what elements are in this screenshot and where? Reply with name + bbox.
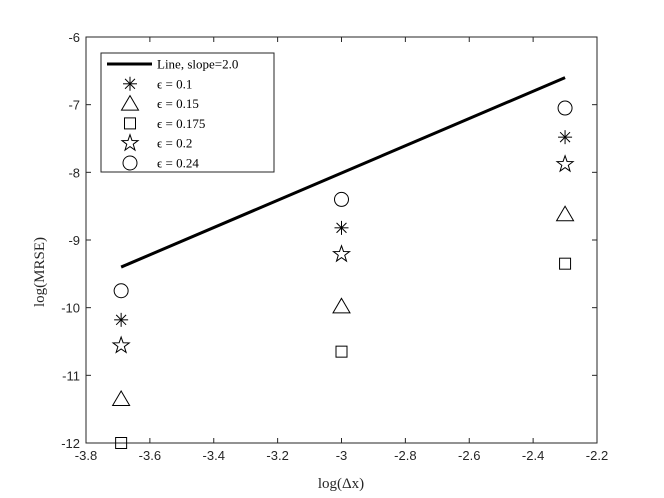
asterisk-marker-stroke xyxy=(124,78,136,90)
square-marker-shape xyxy=(559,257,572,270)
star-marker-shape xyxy=(111,335,131,354)
legend-label: ϵ = 0.15 xyxy=(157,96,199,111)
circle-marker-point xyxy=(113,283,129,299)
triangle-marker-point xyxy=(555,205,575,222)
square-marker-point xyxy=(559,257,572,270)
legend-item: ϵ = 0.1 xyxy=(123,76,192,91)
star-marker-shape xyxy=(120,133,140,152)
y-tick-label: -7 xyxy=(68,98,80,113)
legend-circle-swatch xyxy=(122,155,138,171)
y-tick-label: -9 xyxy=(68,233,80,248)
star-marker-point xyxy=(555,154,575,173)
x-tick-label: -2.4 xyxy=(522,448,544,463)
legend-triangle-swatch xyxy=(120,94,140,111)
star-marker-shape xyxy=(331,244,352,263)
circle-marker-shape xyxy=(122,155,138,171)
legend-square-swatch xyxy=(124,117,136,130)
triangle-marker-shape xyxy=(120,94,140,111)
legend-item: ϵ = 0.2 xyxy=(120,133,192,152)
legend-item: ϵ = 0.24 xyxy=(122,155,199,171)
x-tick-label: -3.8 xyxy=(75,448,97,463)
x-tick-label: -3 xyxy=(336,448,348,463)
square-marker-point xyxy=(115,437,128,449)
x-axis-label: log(Δx) xyxy=(318,476,364,492)
plot-area: -3.8 -3.6 -3.4 -3.2 -3 -2.8 -2.6 -2.4 -2.2 -12 -11… xyxy=(61,30,608,463)
x-tick-label: -2.8 xyxy=(394,448,416,463)
asterisk-marker-point xyxy=(114,312,129,327)
triangle-marker-shape xyxy=(555,205,575,222)
star-marker-point xyxy=(331,244,352,263)
square-marker-point xyxy=(335,345,348,358)
asterisk-marker-stroke xyxy=(559,131,571,143)
legend-star-swatch xyxy=(120,133,140,152)
square-marker-shape xyxy=(115,437,128,449)
x-tick-label: -3.2 xyxy=(266,448,288,463)
circle-marker-shape xyxy=(557,100,573,116)
x-tick-label: -3.6 xyxy=(139,448,161,463)
legend-box xyxy=(100,52,275,173)
square-marker-shape xyxy=(335,345,348,358)
legend-label: ϵ = 0.24 xyxy=(157,156,199,171)
asterisk-marker-point xyxy=(334,220,349,235)
circle-marker-shape xyxy=(334,191,349,207)
series-line-slope xyxy=(120,76,566,269)
triangle-marker-shape xyxy=(332,297,351,314)
triangle-marker-shape xyxy=(111,390,131,407)
star-marker-point xyxy=(111,335,131,354)
triangle-marker-point xyxy=(111,390,131,407)
x-tick-label: -3.4 xyxy=(203,448,225,463)
circle-marker-point xyxy=(557,100,573,116)
asterisk-marker-stroke xyxy=(115,314,127,326)
square-marker-shape xyxy=(124,117,136,130)
legend-label: Line, slope=2.0 xyxy=(157,57,238,72)
legend-item: Line, slope=2.0 xyxy=(107,57,238,72)
star-marker-shape xyxy=(555,154,575,173)
x-tick-label: -2.6 xyxy=(458,448,480,463)
legend-label: ϵ = 0.1 xyxy=(157,76,192,91)
y-tick-label: -10 xyxy=(61,301,80,316)
legend-label: ϵ = 0.175 xyxy=(157,116,205,131)
y-tick-label: -8 xyxy=(68,165,80,180)
legend-item: ϵ = 0.175 xyxy=(124,116,205,131)
legend: Line, slope=2.0 ϵ = 0.1 ϵ = 0.15 ϵ = 0.175 ϵ… xyxy=(100,52,275,173)
legend-item: ϵ = 0.15 xyxy=(120,94,199,111)
circle-marker-point xyxy=(334,191,349,207)
x-tick-label: -2.2 xyxy=(586,448,608,463)
legend-label: ϵ = 0.2 xyxy=(157,136,192,151)
y-tick-label: -6 xyxy=(68,30,80,45)
y-tick-label: -11 xyxy=(62,368,80,383)
circle-marker-shape xyxy=(113,283,129,299)
legend-asterisk-swatch xyxy=(123,76,137,91)
asterisk-marker-point xyxy=(558,130,573,145)
y-tick-label: -12 xyxy=(61,436,80,451)
y-axis-label: log(MRSE) xyxy=(32,237,48,307)
asterisk-marker-stroke xyxy=(336,222,347,234)
triangle-marker-point xyxy=(332,297,351,314)
